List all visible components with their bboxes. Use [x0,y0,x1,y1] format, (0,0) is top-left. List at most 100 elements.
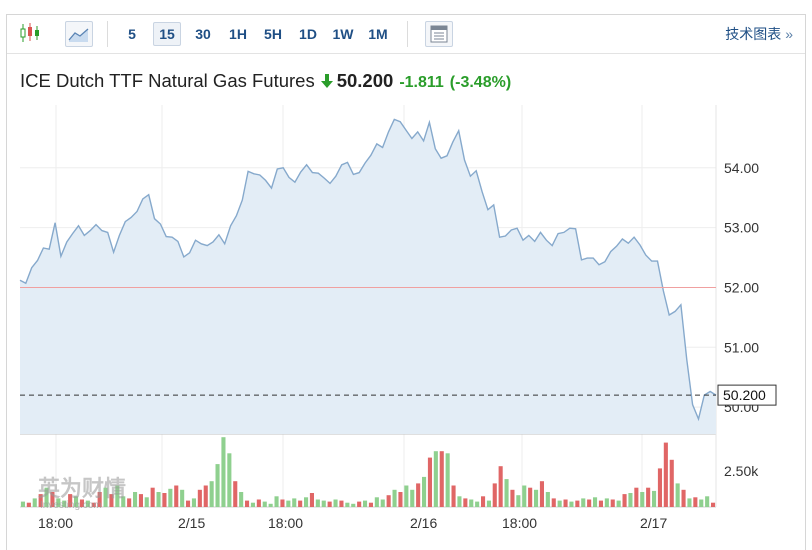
volume-bar [168,488,173,508]
interval-30-button[interactable]: 30 [195,26,211,42]
volume-bar [587,499,592,507]
volume-bar [504,479,509,507]
tech-chart-link[interactable]: 技术图表» [725,24,793,44]
volume-bar [675,483,680,507]
volume-bar [274,496,279,507]
volume-bar [38,494,43,507]
volume-bar [127,498,132,507]
volume-bar [622,494,627,507]
volume-bar [422,476,427,507]
volume-bar [475,501,480,507]
volume-bar [363,500,368,507]
volume-bar [663,442,668,507]
volume-bar [427,457,432,507]
volume-bar [233,481,238,507]
price-change-percent: (-3.48%) [449,74,512,91]
table-icon[interactable] [425,21,453,47]
volume-bar [368,502,373,507]
volume-bar [180,489,185,507]
last-price-badge-text: 50.200 [723,387,766,403]
volume-bar [215,464,220,507]
volume-bar [56,498,61,507]
volume-bar [563,499,568,507]
volume-bar [121,496,126,507]
volume-bar [386,495,391,507]
volume-bar [321,500,326,507]
last-price-badge: 50.200 [717,384,777,406]
volume-bar [398,492,403,507]
volume-bar [115,485,120,507]
candlestick-icon[interactable] [17,21,43,45]
volume-bar [333,499,338,507]
volume-bar [628,493,633,507]
volume-bar [197,489,202,507]
x-axis-labels: 18:00 2/15 18:00 2/16 18:00 2/17 [38,515,667,531]
x-tick-label: 2/17 [640,515,667,531]
volume-bar [693,497,698,507]
chart-toolbar: 5 15 30 1H 5H 1D 1W 1M 技术图表» [7,15,805,54]
volume-bar [298,500,303,507]
volume-bar [551,498,556,507]
volume-bar [652,490,657,507]
x-tick-label: 18:00 [502,515,537,531]
interval-1w-button[interactable]: 1W [332,26,354,42]
volume-bar [85,500,90,507]
interval-1d-button[interactable]: 1D [299,26,317,42]
volume-bar [44,487,49,507]
volume-bar [280,499,285,507]
volume-bar [256,499,261,507]
volume-bar [20,501,25,507]
volume-bar [309,493,314,507]
interval-1m-button[interactable]: 1M [368,26,388,42]
interval-15-button[interactable]: 15 [153,22,181,46]
volume-bar [191,498,196,507]
volume-bar [640,492,645,507]
volume-bar [616,500,621,507]
price-line [19,118,717,422]
x-tick-label: 18:00 [38,515,73,531]
volume-bar [705,496,710,507]
volume-tick-label: 2.50k [724,463,759,479]
volume-bar [445,453,450,507]
y-tick-label: 51.00 [724,339,759,355]
y-tick-label: 53.00 [724,220,759,236]
volume-bar [463,498,468,507]
volume-bar [97,492,102,507]
volume-bar [292,498,297,507]
volume-bar [144,497,149,507]
volume-bar [528,487,533,507]
volume-bar [711,502,716,507]
volume-bar [510,489,515,507]
volume-bar [26,502,31,507]
volume-bar [557,500,562,507]
interval-5-button[interactable]: 5 [128,26,136,42]
area-chart-icon[interactable] [65,21,93,47]
volume-bar [327,501,332,507]
volume-bar [451,485,456,507]
volume-bar [634,487,639,507]
volume-bar [304,497,309,507]
interval-5h-button[interactable]: 5H [264,26,282,42]
volume-bar [380,499,385,507]
volume-bar [315,499,320,507]
interval-1h-button[interactable]: 1H [229,26,247,42]
volume-bar [416,483,421,507]
volume-bar [598,500,603,507]
volume-bar [374,497,379,507]
tech-chart-label: 技术图表 [725,26,782,42]
price-area [20,119,716,435]
volume-bar [174,485,179,507]
volume-bar [581,498,586,507]
volume-bar [91,502,96,507]
volume-bar [646,487,651,507]
volume-bar [133,492,138,507]
volume-bar [250,502,255,507]
volume-bar [469,499,474,507]
volume-bar [610,499,615,507]
volume-bar [433,451,438,507]
volume-bar [681,489,686,507]
volume-bar [227,453,232,507]
volume-bar [486,500,491,507]
price-change: -1.811 [399,74,444,91]
